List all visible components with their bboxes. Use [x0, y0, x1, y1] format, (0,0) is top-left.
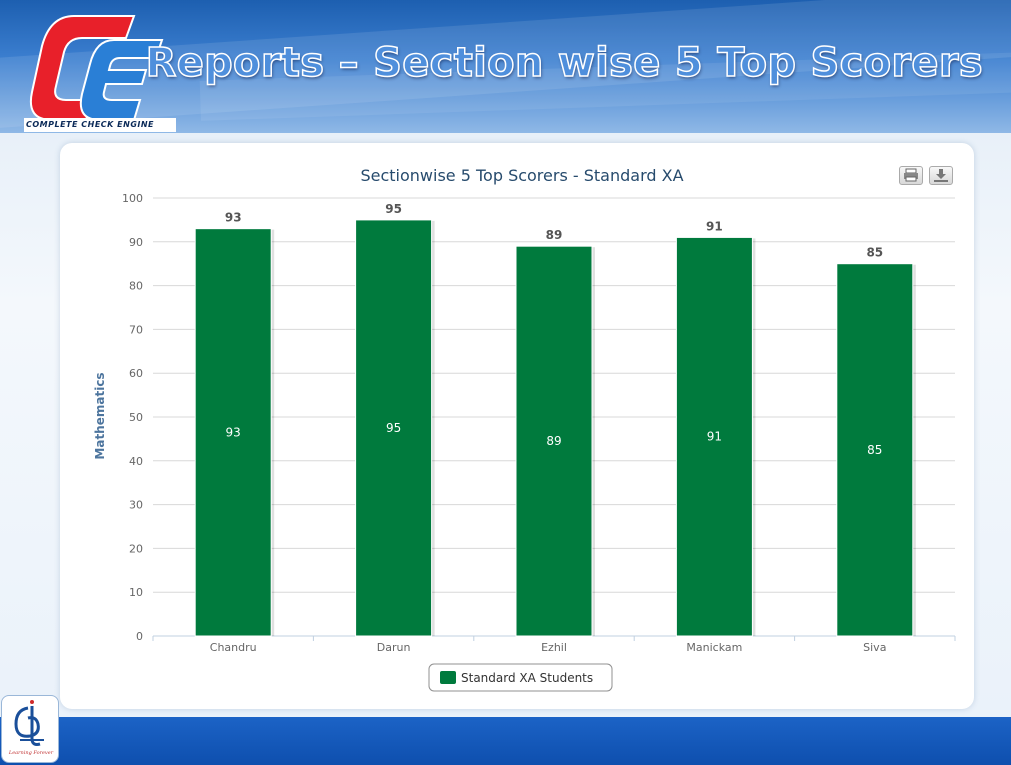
bar-ezhil[interactable]	[515, 245, 593, 637]
y-tick-label: 70	[129, 323, 143, 336]
bar-chandru[interactable]	[194, 228, 272, 637]
x-tick-label: Manickam	[686, 641, 742, 654]
download-icon	[934, 169, 948, 182]
print-button[interactable]	[899, 166, 923, 185]
x-tick-label: Siva	[863, 641, 886, 654]
y-tick-label: 80	[129, 280, 143, 293]
bar-manickam[interactable]	[675, 236, 753, 637]
y-tick-label: 100	[122, 192, 143, 205]
export-button[interactable]	[929, 166, 953, 185]
chart-legend[interactable]: Standard XA Students	[428, 663, 613, 692]
y-tick-label: 90	[129, 236, 143, 249]
brand-logo-icon	[14, 700, 44, 746]
legend-label: Standard XA Students	[461, 671, 593, 685]
header-banner: COMPLETE CHECK ENGINE Reports – Section …	[0, 0, 1011, 133]
y-tick-label: 50	[129, 411, 143, 424]
bar-inside-label: 85	[867, 443, 882, 457]
bar-siva[interactable]	[836, 263, 914, 637]
y-tick-label: 20	[129, 542, 143, 555]
brand-badge: Learning Forever	[1, 695, 59, 763]
y-tick-label: 30	[129, 499, 143, 512]
x-tick-label: Ezhil	[541, 641, 567, 654]
y-tick-label: 10	[129, 586, 143, 599]
print-icon	[904, 168, 918, 182]
legend-swatch	[440, 671, 456, 684]
bar-inside-label: 93	[226, 425, 241, 439]
footer-bar	[0, 717, 1011, 765]
x-axis-ticks: Chandru Darun Ezhil Manickam Siva	[152, 636, 956, 654]
x-tick-label: Chandru	[210, 641, 257, 654]
bar-top-label: 89	[546, 228, 563, 242]
page-title: Reports – Section wise 5 Top Scorers	[145, 39, 984, 87]
legend-frame	[428, 663, 613, 692]
bar-darun[interactable]	[355, 219, 433, 637]
chart-bars: 93 93 95 95 89 89 91 91 85 85	[194, 202, 916, 637]
bar-top-label: 93	[225, 211, 242, 225]
logo-caption: COMPLETE CHECK ENGINE	[24, 118, 176, 132]
bar-inside-label: 89	[546, 434, 561, 448]
bar-inside-label: 91	[707, 430, 722, 444]
brand-caption: Learning Forever	[8, 750, 54, 756]
chart-title: Sectionwise 5 Top Scorers - Standard XA	[360, 166, 683, 185]
bar-top-label: 91	[706, 219, 723, 233]
bar-inside-label: 95	[386, 421, 401, 435]
y-tick-label: 0	[136, 630, 143, 643]
y-axis-label: Mathematics	[93, 372, 107, 459]
y-tick-label: 40	[129, 455, 143, 468]
cce-logo	[30, 15, 164, 121]
bar-top-label: 95	[385, 202, 402, 216]
x-tick-label: Darun	[377, 641, 411, 654]
bar-top-label: 85	[866, 246, 883, 260]
y-tick-label: 60	[129, 367, 143, 380]
y-axis-ticks: 0 10 20 30 40 50 60 70 80 90 100	[122, 192, 143, 643]
